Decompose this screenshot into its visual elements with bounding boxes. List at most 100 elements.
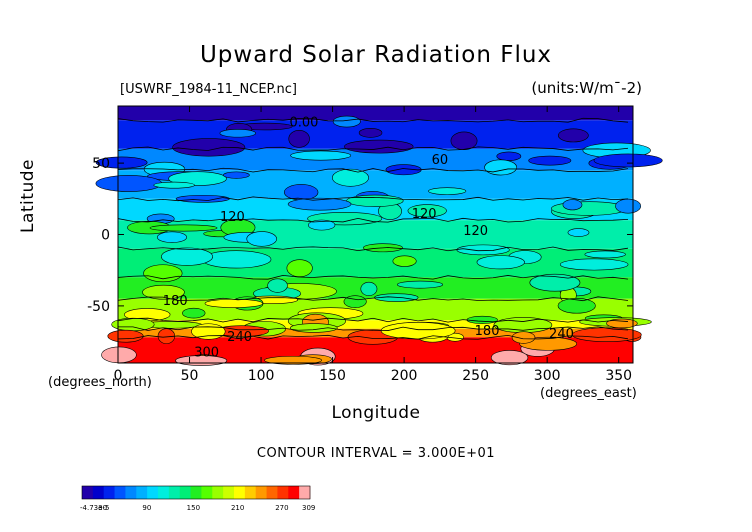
heatmap-blob: [286, 259, 313, 277]
heatmap-blob: [584, 250, 626, 259]
contour-labels: 0.00 60 120 120 120 180 180 240 240 300: [163, 116, 574, 361]
contour-label: 60: [432, 153, 449, 168]
chart-title: Upward Solar Radiation Flux: [199, 42, 553, 68]
contour-line: [117, 246, 629, 252]
heatmap-blob: [606, 318, 638, 329]
heatmap-blob: [396, 280, 444, 289]
heatmap-blob: [101, 346, 137, 364]
heatmap-blob: [428, 187, 467, 195]
x-tick-label: 0: [114, 368, 123, 384]
colorbar-swatch: [190, 486, 202, 499]
x-axis-units: (degrees_east): [540, 386, 637, 401]
heatmap-blob: [392, 255, 417, 267]
contour-label: 120: [220, 210, 245, 225]
contour-line: [117, 167, 629, 173]
colorbar-swatch: [234, 486, 246, 499]
heatmap-blob: [287, 197, 352, 211]
heatmap-blob: [496, 151, 522, 161]
heatmap-blob: [567, 228, 590, 237]
colorbar-swatch: [266, 486, 278, 499]
heatmap-blob: [283, 184, 319, 201]
x-tick-label: 300: [534, 368, 561, 384]
heatmap-blob: [407, 204, 447, 218]
contour-line: [117, 217, 629, 223]
heatmap-blob: [288, 129, 310, 148]
colorbar-swatch: [201, 486, 213, 499]
y-axis-label: Latitude: [18, 159, 38, 233]
colorbar-swatch: [114, 486, 126, 499]
heatmap-blob: [466, 315, 498, 324]
contour-line: [117, 146, 629, 152]
colorbar-swatch: [244, 486, 257, 499]
plot-frame: [117, 105, 634, 364]
contour-interval: CONTOUR INTERVAL = 3.000E+01: [256, 446, 496, 461]
colorbar-tick-label: 30: [98, 504, 108, 512]
heatmap-blob: [551, 201, 628, 216]
colorbar-swatch: [299, 486, 311, 499]
contour-label: 120: [463, 224, 488, 239]
colorbar-swatch: [212, 486, 224, 499]
heatmap-blob: [456, 244, 510, 256]
heatmap-blob: [175, 194, 230, 203]
heatmap-blob: [332, 115, 361, 128]
heatmap-blob: [107, 329, 144, 343]
y-tick-label: 0: [101, 228, 110, 244]
colorbar-frame: [81, 485, 311, 500]
x-tick-label: 50: [181, 368, 199, 384]
y-tick-label: -50: [87, 299, 110, 315]
heatmap-blob: [204, 298, 263, 308]
contour-label: 300: [194, 346, 219, 361]
heatmap-blob: [143, 264, 183, 283]
heatmap-blob: [572, 327, 642, 342]
colorbar-tick-label: 150: [186, 504, 201, 512]
colorbar-swatch: [179, 486, 192, 499]
heatmap-blob: [332, 168, 369, 187]
colorbar-swatch: [277, 486, 289, 499]
heatmap-blob: [172, 138, 246, 157]
contour-line: [117, 326, 629, 331]
colorbar-tick-label: 90: [142, 504, 152, 512]
heatmap-band-0: [118, 106, 633, 121]
heatmap-blob: [511, 331, 536, 344]
heatmap-blob: [593, 153, 663, 168]
colorbar-tick-label: 270: [275, 504, 289, 512]
x-tick-label: 100: [248, 368, 275, 384]
x-tick-label: 200: [391, 368, 418, 384]
heatmap-blob: [358, 128, 383, 138]
heatmap-blob: [615, 198, 642, 214]
heatmap-blob: [182, 307, 206, 319]
x-tick-label: 350: [605, 368, 632, 384]
units-label: (units:W/m¯-2): [531, 79, 642, 97]
heatmap-blob: [557, 298, 596, 314]
x-tick-label: 150: [319, 368, 346, 384]
y-tick-label: 50: [92, 156, 110, 172]
contour-line: [117, 117, 629, 123]
contour-label: 0.00: [289, 116, 318, 131]
y-axis-units: (degrees_north): [48, 375, 152, 390]
colorbar-swatch: [288, 486, 300, 499]
heatmap-blob: [490, 350, 529, 366]
file-label: [USWRF_1984-11_NCEP.nc]: [120, 82, 297, 97]
heatmap-blob: [519, 336, 578, 351]
axis-ticks: 0 50 100 150 200 250 300 350 50 0 -50: [87, 106, 633, 384]
colorbar-tick-label: 309: [302, 504, 316, 512]
heatmap-blob: [360, 281, 378, 296]
heatmap-blob: [528, 155, 572, 166]
heatmap-blob: [264, 355, 322, 365]
heatmap-blob: [246, 231, 277, 247]
colorbar-tick-labels: -4.73e-5 30 90 150 210 270 309: [80, 504, 316, 516]
contour-label: 240: [227, 330, 252, 345]
heatmap-band-9: [118, 320, 633, 329]
heatmap-blob: [450, 131, 478, 151]
heatmap-blob: [223, 171, 250, 179]
colorbar-swatch: [103, 486, 116, 499]
heatmap-blob: [476, 255, 525, 270]
heatmap-blob: [557, 128, 589, 143]
colorbar-swatch: [82, 486, 94, 499]
heatmap-blob: [290, 150, 352, 161]
heatmap-blob: [149, 224, 218, 232]
colorbar: [81, 485, 311, 500]
x-tick-label: 250: [462, 368, 489, 384]
colorbar-swatch: [255, 486, 268, 499]
